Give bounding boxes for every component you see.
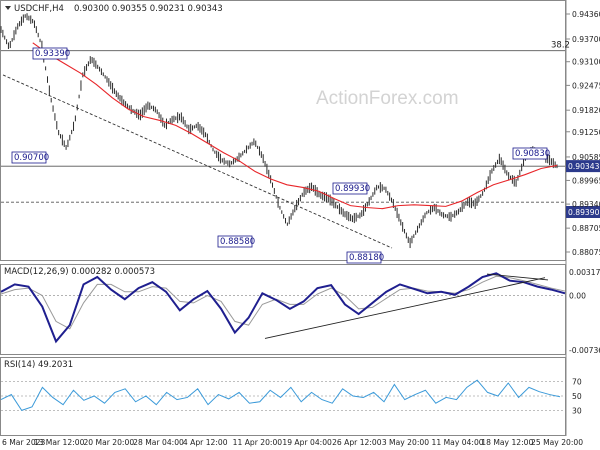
rsi-tick-label: 30 (572, 406, 582, 415)
rsi-tick-label: 70 (572, 378, 582, 387)
x-tick-label: 13 Mar 12:00 (34, 438, 85, 447)
y-tick-label: 0.90585 (572, 153, 600, 162)
x-tick-label: 19 Apr 04:00 (282, 438, 332, 447)
level-annotation-label: 0.88580 (220, 237, 255, 247)
macd-title: MACD(12,26,9) 0.000282 0.000573 (4, 267, 155, 277)
x-tick-label: 6 Mar 2023 (2, 438, 45, 447)
symbol-label: USDCHF,H4 (14, 4, 64, 14)
rsi-title: RSI(14) 49.2031 (4, 360, 73, 370)
ohlc-values: 0.90300 0.90355 0.90231 0.90343 (74, 4, 223, 14)
macd-signal-line (0, 275, 566, 330)
current-price-label: 0.90343 (568, 162, 600, 171)
level-annotation-label: 0.90830 (515, 149, 550, 159)
price-panel-frame (0, 0, 566, 261)
y-tick-label: 0.88705 (572, 224, 600, 233)
level-annotation-label: 0.93390 (35, 49, 70, 59)
x-tick-label: 11 May 04:00 (432, 438, 484, 447)
rsi-panel-frame (0, 357, 566, 436)
price-tag-bg (566, 206, 600, 218)
y-tick-label: 0.92475 (572, 81, 600, 90)
x-tick-label: 28 Mar 04:00 (133, 438, 184, 447)
level-annotation-box (217, 235, 253, 248)
x-tick-label: 11 Apr 20:00 (233, 438, 283, 447)
x-tick-label: 4 Apr 12:00 (183, 438, 228, 447)
macd-trendline (264, 277, 546, 339)
level-annotation-box (32, 47, 68, 60)
rsi-tick-label: 50 (572, 392, 582, 401)
x-tick-label: 25 May 20:00 (531, 438, 583, 447)
macd-line (0, 272, 566, 344)
macd-panel (0, 272, 566, 344)
macd-tick-label: 0.003176 (569, 268, 600, 277)
level-annotation-box (332, 182, 368, 195)
fib-label: 38.2 (551, 41, 570, 51)
watermark-text: ActionForex.com (316, 88, 459, 109)
x-tick-label: 18 May 12:00 (481, 438, 533, 447)
price-panel: 38.2 0.93390 0.90700 0.88580 0.89930 0.88180 0… (0, 13, 600, 264)
trendline (2, 74, 393, 249)
rsi-line (0, 379, 561, 412)
current-price-tag (566, 160, 600, 173)
moving-average-line (32, 42, 558, 210)
x-tick-label: 20 Mar 20:00 (83, 438, 134, 447)
level-annotation-label: 0.89930 (335, 184, 370, 194)
level-annotation-box (512, 147, 548, 160)
level-annotation-label: 0.90700 (14, 153, 49, 163)
level-annotation-box (11, 151, 47, 164)
level-annotation-box (346, 251, 382, 264)
x-tick-label: 26 Apr 12:00 (332, 438, 382, 447)
macd-tick-label: -0.007361 (569, 346, 600, 355)
rsi-panel (0, 379, 565, 412)
price-tag-label: 0.89390 (568, 208, 600, 217)
level-annotation-label: 0.88180 (349, 253, 384, 263)
menu-caret-icon[interactable] (5, 6, 11, 10)
y-tick-label: 0.89965 (572, 176, 600, 185)
y-tick-label: 0.88075 (572, 248, 600, 257)
macd-tick-label: 0.00 (569, 292, 586, 301)
x-tick-label: 3 May 20:00 (382, 438, 429, 447)
macd-trendline-upper (486, 273, 549, 281)
